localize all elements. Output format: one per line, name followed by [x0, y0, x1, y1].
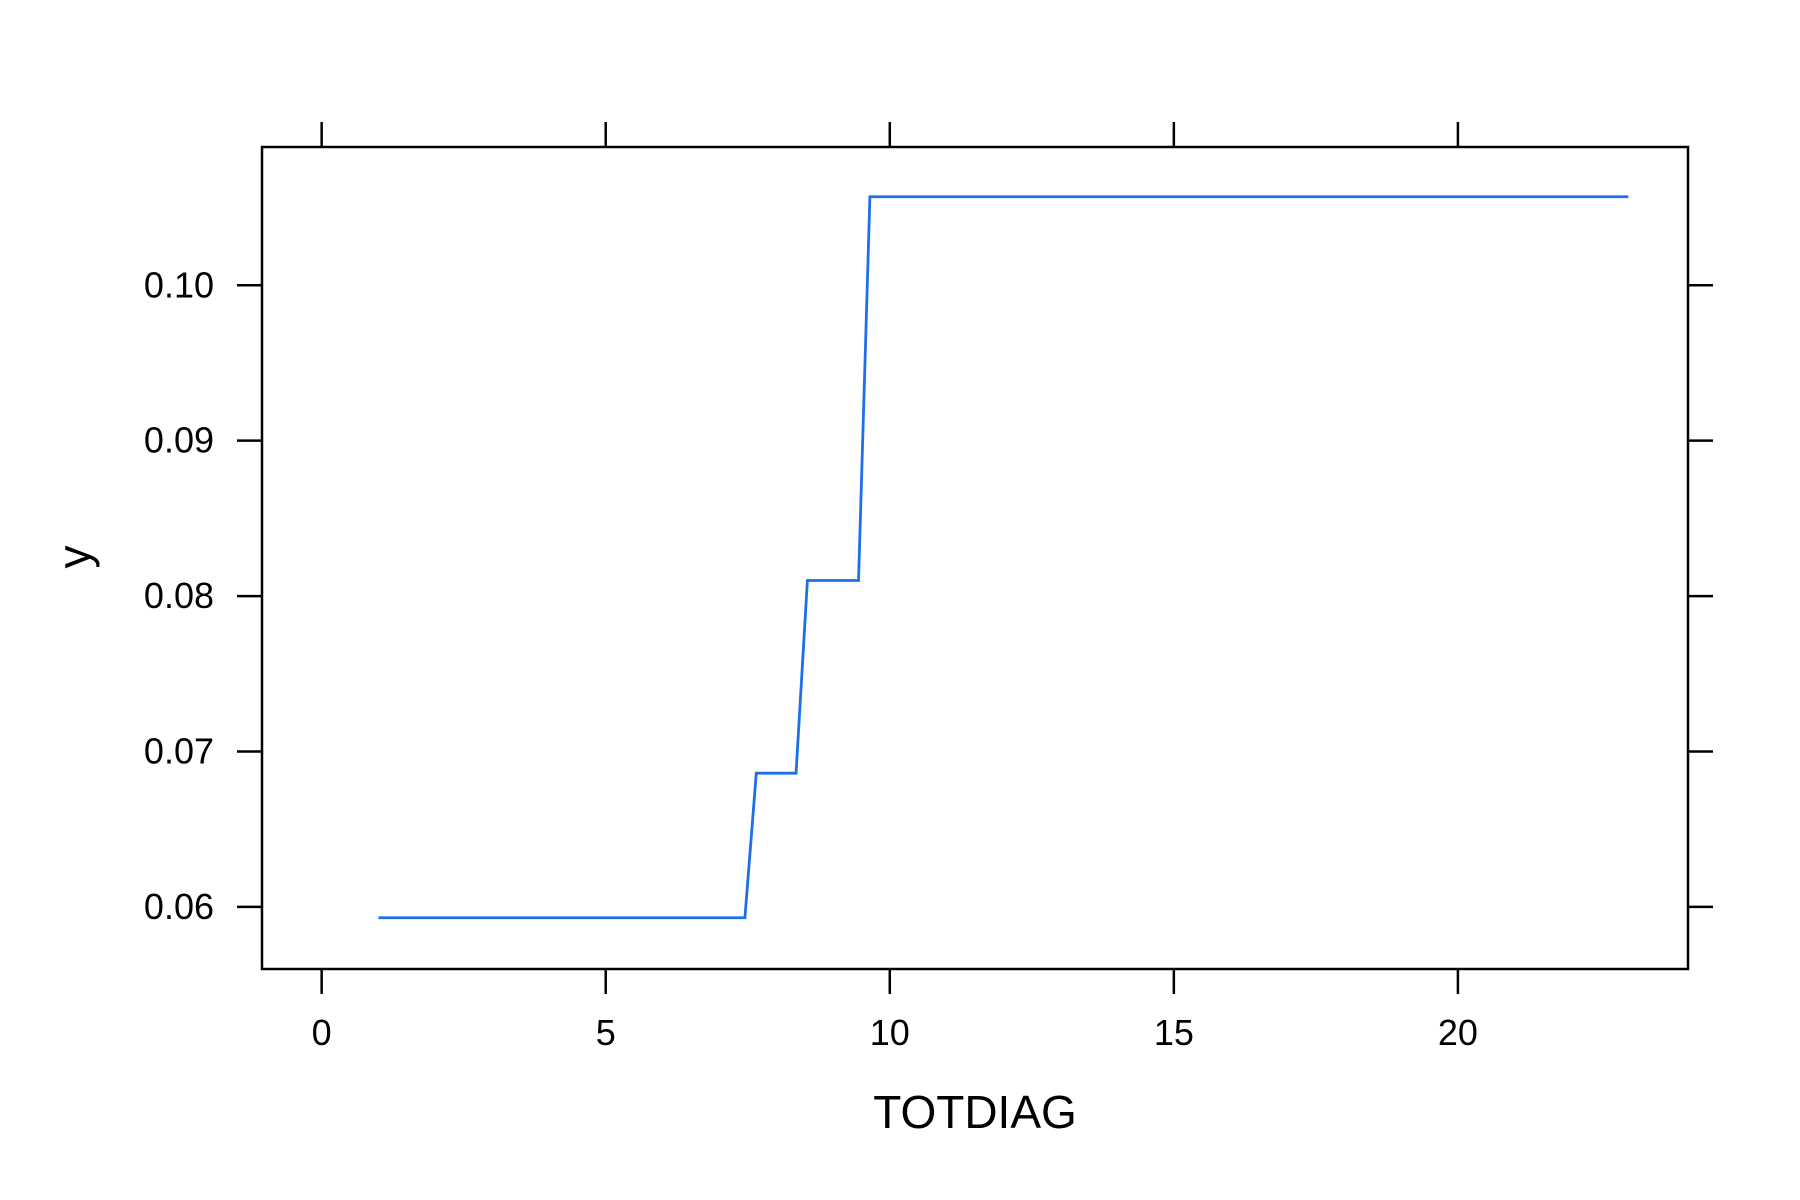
y-tick-label: 0.06 [144, 886, 214, 927]
x-tick-label: 0 [312, 1012, 332, 1053]
tick-labels: 0 5 10 15 20 0.06 0.07 0.08 0.09 0.10 [144, 264, 1478, 1053]
y-axis-title: y [48, 546, 100, 569]
plot-frame [260, 145, 1690, 971]
x-tick-label: 15 [1154, 1012, 1194, 1053]
x-axis-title: TOTDIAG [873, 1086, 1077, 1138]
x-tick-label: 20 [1438, 1012, 1478, 1053]
x-tick-label: 5 [596, 1012, 616, 1053]
series-line [378, 195, 1629, 920]
y-tick-label: 0.10 [144, 264, 214, 305]
y-tick-label: 0.07 [144, 730, 214, 771]
series-layer [378, 195, 1629, 920]
tick-marks [237, 122, 1713, 994]
x-tick-label: 10 [870, 1012, 910, 1053]
y-tick-label: 0.09 [144, 420, 214, 461]
y-tick-label: 0.08 [144, 575, 214, 616]
